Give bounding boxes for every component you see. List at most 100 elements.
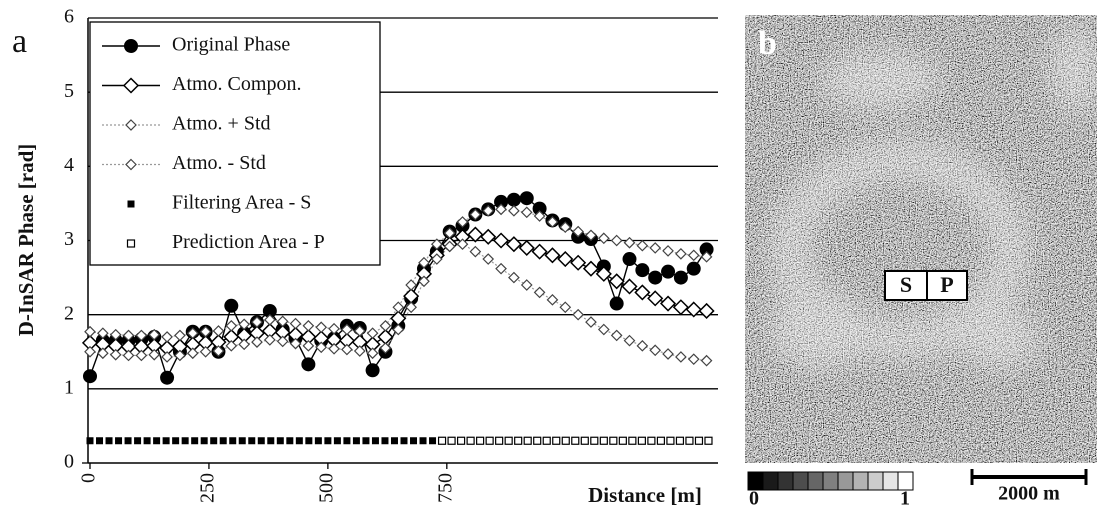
marker bbox=[675, 248, 687, 260]
legend-label: Atmo. Compon. bbox=[172, 73, 301, 95]
x-tick-label: 750 bbox=[434, 473, 456, 503]
marker bbox=[84, 345, 96, 358]
marker bbox=[352, 437, 360, 445]
marker bbox=[248, 437, 256, 445]
legend-label: Original Phase bbox=[172, 34, 290, 56]
marker bbox=[628, 436, 637, 445]
marker bbox=[559, 221, 572, 233]
legend-label: Filtering Area - S bbox=[172, 192, 311, 214]
marker bbox=[343, 437, 351, 445]
x-tick-label: 500 bbox=[315, 473, 337, 503]
marker bbox=[557, 250, 574, 268]
marker bbox=[200, 437, 208, 445]
marker bbox=[520, 206, 533, 219]
marker bbox=[314, 437, 322, 445]
marker bbox=[257, 437, 265, 445]
marker bbox=[84, 325, 96, 338]
x-axis-label: Distance [m] bbox=[588, 483, 702, 507]
marker bbox=[210, 437, 218, 445]
marker bbox=[429, 437, 437, 445]
marker bbox=[506, 192, 521, 207]
marker bbox=[381, 437, 389, 445]
marker bbox=[647, 436, 656, 445]
colorbar-cell bbox=[822, 471, 839, 491]
marker bbox=[622, 252, 637, 267]
marker bbox=[400, 437, 408, 445]
marker bbox=[289, 317, 302, 330]
marker bbox=[572, 308, 584, 321]
marker bbox=[698, 302, 715, 320]
marker bbox=[700, 250, 713, 263]
marker bbox=[125, 119, 137, 131]
marker bbox=[546, 216, 559, 228]
x-tick-label: 250 bbox=[197, 473, 219, 503]
marker bbox=[251, 316, 263, 328]
marker bbox=[447, 436, 456, 445]
colorbar-label: 1 bbox=[900, 488, 910, 510]
marker bbox=[124, 437, 132, 445]
marker bbox=[328, 322, 340, 335]
marker bbox=[162, 437, 170, 445]
marker bbox=[238, 318, 250, 331]
legend-label: Prediction Area - P bbox=[172, 231, 325, 253]
marker bbox=[341, 343, 353, 356]
filter-box bbox=[884, 270, 928, 301]
marker bbox=[561, 436, 570, 445]
marker bbox=[635, 263, 650, 278]
marker bbox=[700, 354, 713, 367]
marker bbox=[229, 437, 237, 445]
marker bbox=[686, 261, 701, 276]
marker bbox=[675, 436, 685, 445]
marker bbox=[105, 437, 113, 445]
marker bbox=[595, 265, 612, 282]
marker bbox=[109, 328, 122, 341]
marker bbox=[212, 325, 225, 337]
marker bbox=[83, 369, 97, 384]
marker bbox=[219, 437, 227, 445]
box-label: S bbox=[900, 272, 912, 297]
y-tick-label: 2 bbox=[64, 302, 74, 324]
marker bbox=[148, 328, 161, 341]
marker bbox=[315, 341, 328, 354]
marker bbox=[324, 437, 332, 445]
marker bbox=[276, 437, 284, 445]
colorbar-cell bbox=[777, 471, 794, 491]
marker bbox=[608, 273, 625, 290]
marker bbox=[430, 253, 443, 265]
marker bbox=[476, 436, 485, 445]
marker bbox=[637, 436, 646, 445]
marker bbox=[636, 339, 649, 352]
marker bbox=[289, 337, 302, 350]
marker bbox=[122, 349, 135, 362]
marker bbox=[315, 321, 328, 334]
marker bbox=[623, 236, 636, 249]
marker bbox=[552, 436, 561, 445]
y-tick-label: 5 bbox=[64, 80, 74, 102]
legend-box bbox=[89, 21, 381, 266]
marker bbox=[571, 436, 580, 445]
y-tick-label: 1 bbox=[64, 376, 74, 398]
marker bbox=[224, 298, 239, 313]
marker bbox=[390, 437, 398, 445]
marker bbox=[467, 226, 484, 243]
marker bbox=[302, 319, 315, 332]
marker bbox=[371, 437, 379, 445]
marker bbox=[212, 345, 225, 357]
box-label: P bbox=[940, 272, 953, 297]
marker bbox=[597, 323, 610, 336]
marker bbox=[405, 279, 417, 291]
prediction-box bbox=[926, 270, 968, 301]
colorbar-cell bbox=[792, 471, 809, 491]
marker bbox=[485, 436, 494, 445]
marker bbox=[687, 353, 700, 366]
colorbar-cell bbox=[762, 471, 779, 491]
marker bbox=[305, 437, 313, 445]
marker bbox=[135, 349, 148, 362]
marker bbox=[276, 335, 289, 348]
marker bbox=[286, 437, 294, 445]
marker bbox=[238, 437, 246, 445]
y-tick-label: 0 bbox=[64, 451, 74, 473]
marker bbox=[418, 256, 430, 269]
